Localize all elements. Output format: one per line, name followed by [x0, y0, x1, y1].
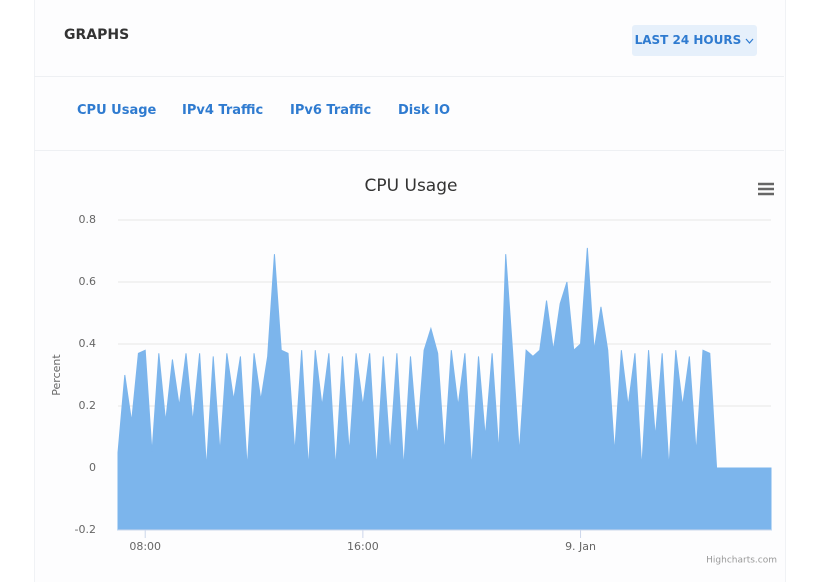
- credits: Highcharts.com: [706, 556, 777, 566]
- range-button[interactable]: LAST 24 HOURS: [632, 25, 757, 56]
- tab[interactable]: IPv6 Traffic: [290, 103, 372, 118]
- y-tick-label: 0.4: [79, 337, 97, 350]
- y-tick-label: -0.2: [75, 523, 96, 536]
- tab[interactable]: CPU Usage: [77, 103, 157, 118]
- x-tick-label: 16:00: [347, 540, 379, 553]
- y-tick-label: 0.6: [79, 275, 97, 288]
- x-tick-label: 9. Jan: [565, 540, 596, 553]
- area: [117, 247, 772, 531]
- page-title: GRAPHS: [64, 27, 130, 43]
- chart-title: CPU Usage: [365, 176, 458, 196]
- separator: [34, 150, 784, 151]
- menu-icon[interactable]: [758, 182, 774, 196]
- range-label: LAST 24 HOURS: [634, 33, 742, 47]
- separator: [34, 76, 784, 77]
- y-tick-label: 0.8: [79, 213, 97, 226]
- y-tick-label: 0.2: [79, 399, 97, 412]
- tab[interactable]: Disk IO: [398, 103, 451, 118]
- y-axis-label: Percent: [50, 354, 63, 396]
- chevron: [745, 38, 754, 44]
- x-tick-label: 08:00: [129, 540, 161, 553]
- tab[interactable]: IPv4 Traffic: [182, 103, 264, 118]
- y-tick-label: 0: [89, 461, 96, 474]
